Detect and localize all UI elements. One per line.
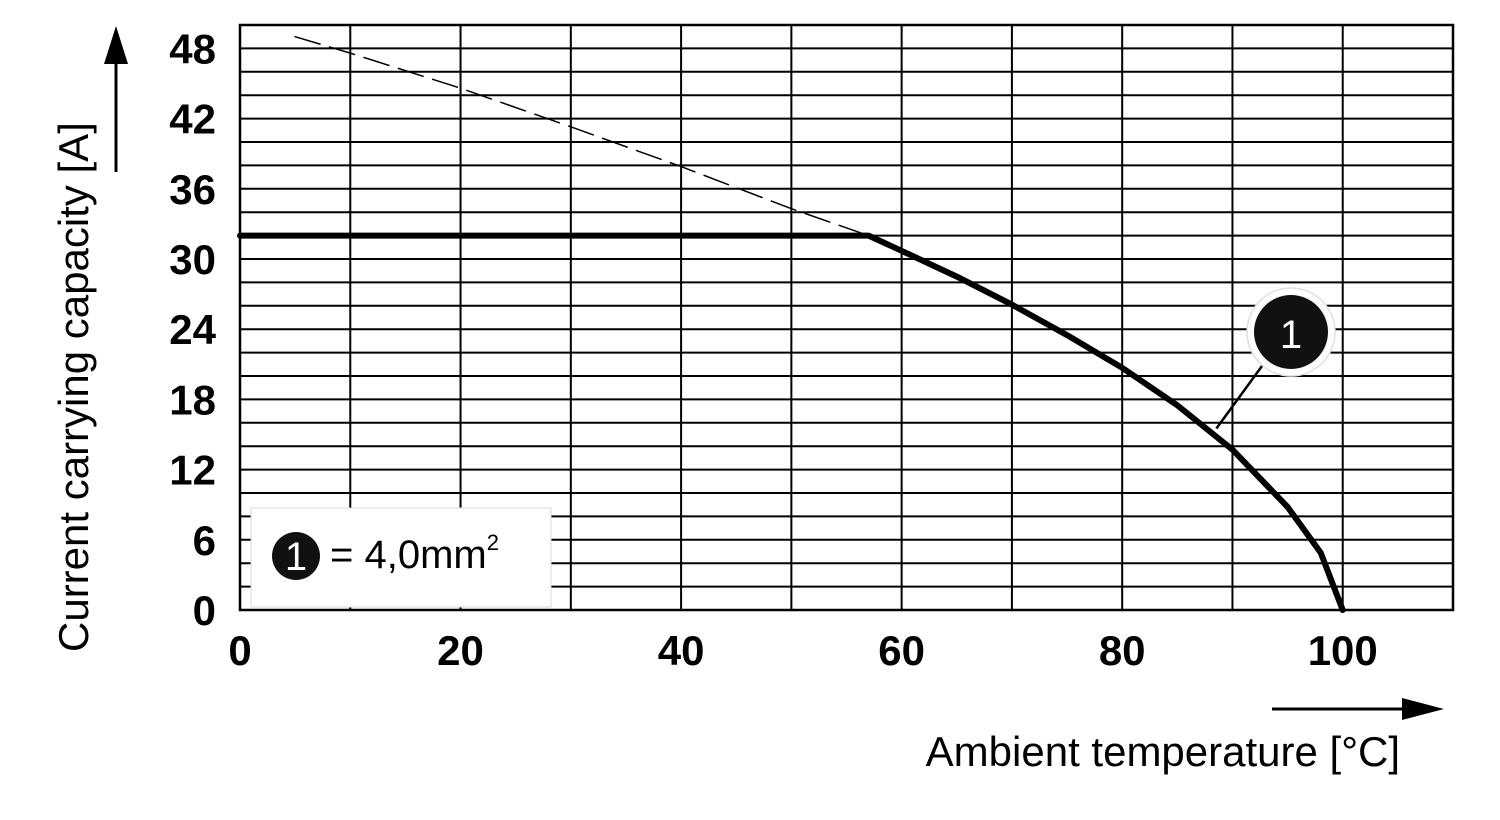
y-tick-label: 42	[169, 96, 216, 143]
callout-circle	[1254, 295, 1328, 369]
grid	[238, 23, 1455, 612]
plot-frame	[238, 23, 1455, 612]
x-tick-label: 40	[658, 627, 705, 674]
y-tick-label: 24	[169, 306, 216, 353]
legend-marker-label: 1	[285, 535, 307, 579]
y-tick-label: 18	[169, 376, 216, 423]
y-axis-title: Current carrying capacity [A]	[50, 122, 97, 652]
legend-text-superscript: 2	[487, 530, 499, 555]
series-layer	[237, 35, 1346, 613]
dashed-extrapolation-line	[294, 35, 870, 237]
callout-label: 1	[1280, 313, 1302, 357]
legend-text-main: = 4,0mm	[330, 533, 487, 577]
y-tick-label: 36	[169, 166, 216, 213]
x-tick-label: 60	[878, 627, 925, 674]
callout-leader-line	[1215, 365, 1264, 430]
series-callout: 1	[1215, 287, 1336, 430]
legend-box: 1 = 4,0mm2	[250, 507, 552, 608]
x-tick-label: 80	[1099, 627, 1146, 674]
y-axis-title-group: Current carrying capacity [A]	[50, 26, 128, 652]
legend-text: = 4,0mm2	[330, 530, 499, 577]
x-tick-label: 100	[1308, 627, 1378, 674]
x-axis-title-group: Ambient temperature [°C]	[926, 698, 1444, 775]
x-tick-label: 20	[437, 627, 484, 674]
y-tick-label: 6	[193, 517, 216, 564]
x-tick-labels: 0 20 40 60 80 100	[228, 627, 1377, 674]
legend-marker-circle	[272, 532, 320, 580]
x-axis-arrow-head	[1402, 698, 1444, 720]
y-tick-label: 48	[169, 25, 216, 72]
derating-curve-series-1	[237, 232, 1346, 613]
y-tick-label: 0	[193, 587, 216, 634]
y-tick-label: 12	[169, 447, 216, 494]
x-axis-title: Ambient temperature [°C]	[926, 728, 1400, 775]
y-tick-labels: 0 6 12 18 24 30 36 42 48	[169, 25, 216, 634]
y-axis-arrow-head	[104, 26, 128, 64]
x-tick-label: 0	[228, 627, 251, 674]
y-tick-label: 30	[169, 236, 216, 283]
